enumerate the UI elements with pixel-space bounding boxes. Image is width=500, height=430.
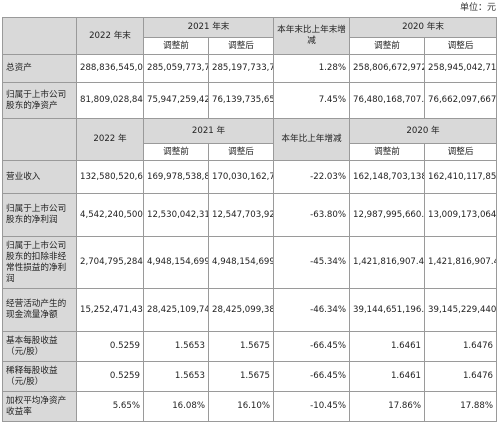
table-row: 稀释每股收益（元/股） 0.5259 1.5653 1.5675 -66.45%… — [2, 361, 498, 392]
subheader-2020-after: 调整后 — [424, 143, 498, 161]
cell-2020-before: 1,421,816,907.47 — [349, 236, 426, 289]
table2-header-row: 2022 年 2021 年 本年比上年增减 2020 年 — [2, 118, 498, 161]
cell-2020-after: 1.6476 — [424, 331, 498, 362]
row-label-revenue: 营业收入 — [2, 160, 77, 194]
cell-2021-before: 75,947,259,421.48 — [143, 82, 209, 119]
header-year-2020: 2020 年末 — [349, 17, 498, 38]
cell-2021-before: 28,425,109,743.12 — [143, 288, 209, 332]
table-row: 营业收入 132,580,520,664.31 169,978,538,849.… — [2, 160, 498, 194]
cell-2022: 0.5259 — [76, 331, 144, 362]
header-year-2020: 2020 年 — [349, 118, 498, 144]
cell-2021-before: 4,948,154,699.43 — [143, 236, 209, 289]
cell-2022: 288,836,545,090.53 — [76, 54, 144, 83]
cell-2020-before: 162,148,703,138.49 — [349, 160, 426, 194]
cell-2020-before: 1.6461 — [349, 361, 426, 392]
unit-label: 单位：元 — [459, 3, 496, 13]
cell-2021-after: 12,547,703,925.52 — [207, 193, 275, 237]
cell-2020-after: 1.6476 — [424, 361, 498, 392]
cell-change: -10.45% — [273, 391, 351, 422]
table-row: 归属于上市公司股东的扣除非经常性损益的净利润 2,704,795,284.11 … — [2, 236, 498, 289]
header-year-2022: 2022 年末 — [76, 17, 144, 55]
row-label-diluted-eps: 稀释每股收益（元/股） — [2, 361, 77, 392]
subheader-2020-before: 调整前 — [349, 37, 426, 55]
header-change: 本年末比上年末增减 — [273, 17, 351, 55]
cell-2021-after: 170,030,162,721.43 — [207, 160, 275, 194]
cell-change: -45.34% — [273, 236, 351, 289]
cell-2022: 4,542,240,500.33 — [76, 193, 144, 237]
subheader-2020-after: 调整后 — [424, 37, 498, 55]
cell-2020-after: 1,421,816,907.47 — [424, 236, 498, 289]
cell-2021-before: 285,059,773,740.00 — [143, 54, 209, 83]
cell-2022: 0.5259 — [76, 361, 144, 392]
cell-change: -63.80% — [273, 193, 351, 237]
cell-change: -66.45% — [273, 331, 351, 362]
cell-2021-after: 76,139,735,650.55 — [207, 82, 275, 119]
subheader-2021-after: 调整后 — [207, 37, 275, 55]
cell-2020-after: 258,945,042,719.93 — [424, 54, 498, 83]
header-year-2022: 2022 年 — [76, 118, 144, 161]
cell-change: 7.45% — [273, 82, 351, 119]
cell-change: -66.45% — [273, 361, 351, 392]
cell-2020-before: 76,480,168,707.79 — [349, 82, 426, 119]
cell-2021-after: 4,948,154,699.43 — [207, 236, 275, 289]
cell-2021-after: 1.5675 — [207, 331, 275, 362]
cell-change: -46.34% — [273, 288, 351, 332]
header-year-2021: 2021 年 — [142, 118, 275, 144]
cell-2022: 5.65% — [76, 391, 144, 422]
cell-change: 1.28% — [273, 54, 351, 83]
cell-2022: 81,809,028,848.39 — [76, 82, 144, 119]
cell-2020-after: 76,662,097,667.63 — [424, 82, 498, 119]
table-row: 归属于上市公司股东的净利润 4,542,240,500.33 12,530,04… — [2, 193, 498, 237]
cell-2020-before: 12,987,995,660.19 — [349, 193, 426, 237]
cell-change: -22.03% — [273, 160, 351, 194]
row-label-operating-cash-flow: 经营活动产生的现金流量净额 — [2, 288, 77, 332]
subheader-2021-after: 调整后 — [207, 143, 275, 161]
table1-header-row: 2022 年末 2021 年末 本年末比上年末增减 2020 年末 — [2, 17, 498, 55]
financial-summary-table: 2022 年末 2021 年末 本年末比上年末增减 2020 年末 调整前 调整… — [2, 17, 498, 422]
subheader-2021-before: 调整前 — [143, 143, 209, 161]
header-year-2021: 2021 年末 — [142, 17, 275, 38]
row-label-total-assets: 总资产 — [2, 54, 77, 83]
cell-2021-before: 12,530,042,311.29 — [143, 193, 209, 237]
table-row: 总资产 288,836,545,090.53 285,059,773,740.0… — [2, 54, 498, 83]
cell-2021-after: 16.10% — [207, 391, 275, 422]
cell-2020-after: 162,410,117,857.13 — [424, 160, 498, 194]
subheader-2020-before: 调整前 — [349, 143, 426, 161]
row-label-net-assets: 归属于上市公司股东的净资产 — [2, 82, 77, 119]
table-row: 归属于上市公司股东的净资产 81,809,028,848.39 75,947,2… — [2, 82, 498, 119]
cell-2020-before: 17.86% — [349, 391, 426, 422]
cell-2021-before: 1.5653 — [143, 361, 209, 392]
row-label-basic-eps: 基本每股收益（元/股） — [2, 331, 77, 362]
cell-2022: 15,252,471,430.04 — [76, 288, 144, 332]
subheader-2021-before: 调整前 — [143, 37, 209, 55]
cell-2022: 132,580,520,664.31 — [76, 160, 144, 194]
row-label-net-profit-excl: 归属于上市公司股东的扣除非经常性损益的净利润 — [2, 236, 77, 289]
cell-2020-after: 39,145,229,440.81 — [424, 288, 498, 332]
table2-subheader-row: 调整前 调整后 调整前 调整后 — [3, 143, 498, 161]
cell-2022: 2,704,795,284.11 — [76, 236, 144, 289]
table-row: 基本每股收益（元/股） 0.5259 1.5653 1.5675 -66.45%… — [2, 331, 498, 362]
cell-2021-after: 285,197,733,749.09 — [207, 54, 275, 83]
cell-2021-before: 1.5653 — [143, 331, 209, 362]
cell-2021-after: 28,425,099,383.83 — [207, 288, 275, 332]
header-change: 本年比上年增减 — [273, 118, 351, 161]
cell-2020-before: 258,806,672,972.92 — [349, 54, 426, 83]
cell-2021-before: 169,978,538,849.95 — [143, 160, 209, 194]
cell-2020-before: 1.6461 — [349, 331, 426, 362]
cell-2021-after: 1.5675 — [207, 361, 275, 392]
cell-2020-after: 13,009,173,064.73 — [424, 193, 498, 237]
cell-2020-before: 39,144,651,196.86 — [349, 288, 426, 332]
row-label-weighted-roe: 加权平均净资产收益率 — [2, 391, 77, 422]
table-row: 加权平均净资产收益率 5.65% 16.08% 16.10% -10.45% 1… — [2, 391, 498, 422]
header-blank-cell — [2, 17, 77, 55]
row-label-net-profit: 归属于上市公司股东的净利润 — [2, 193, 77, 237]
cell-2020-after: 17.88% — [424, 391, 498, 422]
header-blank-cell — [2, 118, 77, 161]
cell-2021-before: 16.08% — [143, 391, 209, 422]
table-row: 经营活动产生的现金流量净额 15,252,471,430.04 28,425,1… — [2, 288, 498, 332]
